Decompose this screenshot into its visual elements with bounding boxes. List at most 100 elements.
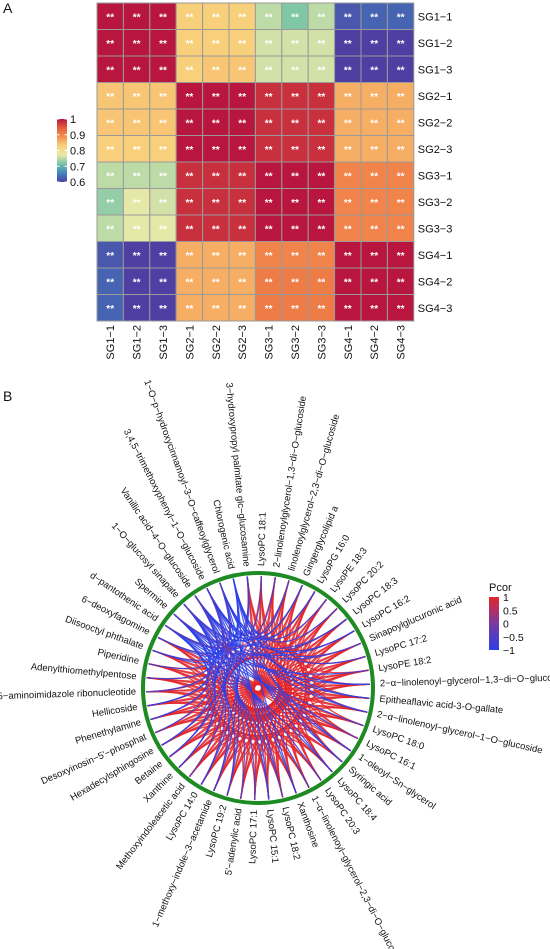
heatmap-cell: **	[360, 2, 388, 30]
heatmap-cell: **	[202, 29, 230, 57]
heatmap-cell: **	[386, 29, 415, 57]
heatmap-row-label: SG1−3	[418, 64, 453, 76]
heatmap-cell: **	[386, 108, 415, 136]
heatmap-cell: **	[122, 82, 151, 110]
heatmap-cell: **	[334, 294, 362, 322]
heatmap-cell: **	[334, 55, 362, 83]
heatmap-cell-label: **	[291, 65, 299, 76]
chord-link	[183, 603, 359, 740]
heatmap-cell-label: **	[370, 277, 378, 288]
heatmap-cell-label: **	[133, 251, 141, 262]
heatmap-cell-label: **	[238, 224, 246, 235]
heatmap-cell: **	[281, 241, 309, 269]
heatmap-cell-label: **	[291, 251, 299, 262]
heatmap-cell: **	[334, 188, 362, 216]
heatmap-cell: **	[334, 161, 362, 189]
heatmap-cell-label: **	[186, 251, 194, 262]
heatmap-cell: **	[360, 294, 388, 322]
heatmap-row-label: SG4−1	[418, 250, 453, 262]
heatmap-cell-label: **	[133, 304, 141, 315]
heatmap-cell: **	[386, 161, 415, 189]
heatmap-cell-label: **	[159, 39, 167, 50]
heatmap-cell: **	[175, 188, 204, 216]
pcor-legend-tick: 0	[503, 619, 509, 631]
heatmap-cell-label: **	[212, 145, 220, 156]
panel-b-label: B	[3, 388, 12, 404]
heatmap-cell: **	[122, 267, 151, 295]
heatmap-cell-label: **	[265, 118, 273, 129]
heatmap-cell-label: **	[397, 304, 405, 315]
heatmap-cell-label: **	[133, 118, 141, 129]
heatmap-cell-label: **	[186, 12, 194, 23]
heatmap-cell-label: **	[397, 92, 405, 103]
chord-link	[164, 580, 290, 649]
heatmap-cell-label: **	[344, 118, 352, 129]
heatmap-cell: **	[307, 29, 336, 57]
heatmap-cell: **	[149, 214, 177, 242]
heatmap-cell: **	[334, 2, 362, 30]
heatmap-cell: **	[202, 188, 230, 216]
heatmap-cell-label: **	[106, 65, 114, 76]
heatmap-cell: **	[202, 267, 230, 295]
heatmap-col-label: SG1−3	[158, 325, 170, 360]
heatmap-cell: **	[281, 2, 309, 30]
heatmap-cell: **	[307, 294, 336, 322]
heatmap-cell: **	[175, 267, 204, 295]
heatmap-cell: **	[122, 241, 151, 269]
heatmap-cell-label: **	[133, 65, 141, 76]
heatmap-cell-label: **	[159, 118, 167, 129]
heatmap-col-label: SG3−2	[290, 325, 302, 360]
heatmap-row-label: SG1−2	[418, 38, 453, 50]
heatmap-cell: **	[281, 108, 309, 136]
heatmap-cell-label: **	[265, 277, 273, 288]
heatmap-cell-label: **	[159, 65, 167, 76]
heatmap-cell: **	[96, 135, 124, 163]
heatmap-cell-label: **	[106, 12, 114, 23]
heatmap-cell: **	[122, 161, 151, 189]
heatmap-cell: **	[122, 214, 151, 242]
heatmap-cell: **	[149, 82, 177, 110]
heatmap-cell-label: **	[106, 198, 114, 209]
chord-link	[146, 582, 230, 693]
heatmap-cell: **	[228, 29, 256, 57]
heatmap-cell: **	[281, 55, 309, 83]
heatmap-cell: **	[360, 188, 388, 216]
heatmap-cells: ** ** ** ** ** ** ** ** ** ** ** ** ** ** ** ** ** ** ** **…	[96, 2, 415, 322]
heatmap-cell: **	[149, 294, 177, 322]
heatmap-cell-label: **	[212, 304, 220, 315]
heatmap-col-labels: SG1−1 SG1−2 SG1−3 SG2−1 SG2−2 SG2−3 SG3−1 SG3−2…	[105, 325, 407, 360]
heatmap-cell-label: **	[212, 65, 220, 76]
heatmap-cell-label: **	[238, 251, 246, 262]
pcor-legend-tick: −0.5	[503, 632, 524, 644]
heatmap-cell: **	[386, 188, 415, 216]
chord-node-label: LysoPC 18:1	[256, 512, 269, 566]
colorbar-tick-label: 0.9	[70, 130, 85, 142]
pcor-legend-tick: 1	[503, 592, 509, 604]
heatmap-cell-label: **	[265, 251, 273, 262]
heatmap-cell-label: **	[238, 198, 246, 209]
heatmap-cell: **	[334, 214, 362, 242]
heatmap-cell: **	[122, 188, 151, 216]
heatmap-cell: **	[281, 294, 309, 322]
heatmap-cell-label: **	[212, 12, 220, 23]
heatmap-row-label: SG3−2	[418, 197, 453, 209]
chord-node-label: 5−aminoimidazole ribonucleotide	[0, 687, 136, 703]
heatmap-cell: **	[202, 82, 230, 110]
heatmap-cell-label: **	[212, 92, 220, 103]
heatmap-cell-label: **	[344, 277, 352, 288]
heatmap-cell: **	[334, 108, 362, 136]
heatmap-cell-label: **	[265, 224, 273, 235]
heatmap-cell: **	[149, 161, 177, 189]
heatmap-cell: **	[334, 241, 362, 269]
heatmap-cell-label: **	[265, 145, 273, 156]
colorbar-tick-label: 0.6	[70, 177, 85, 189]
heatmap-row-label: SG3−3	[418, 223, 453, 235]
heatmap-row-label: SG4−3	[418, 303, 453, 315]
chord-links	[146, 575, 370, 801]
heatmap-cell: **	[175, 241, 204, 269]
heatmap-cell: **	[122, 294, 151, 322]
heatmap-cell-label: **	[265, 65, 273, 76]
pcor-legend-tick: 0.5	[503, 605, 518, 617]
heatmap-cell: **	[254, 267, 283, 295]
chord-link	[194, 595, 284, 798]
